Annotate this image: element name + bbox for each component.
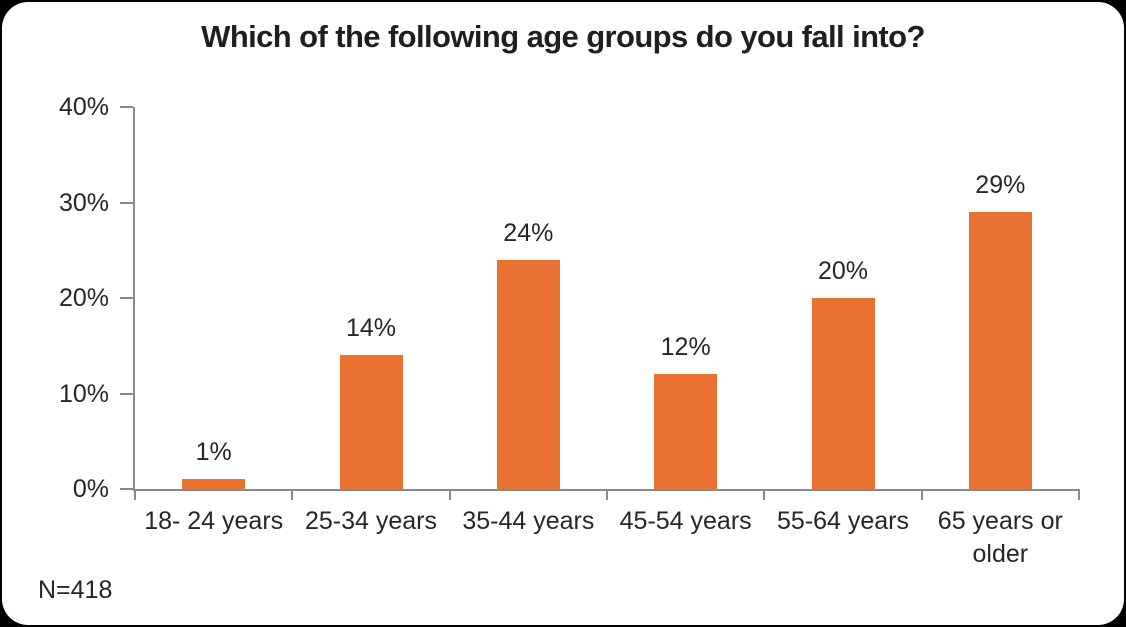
x-axis-tick xyxy=(920,489,923,500)
category-label: 35-44 years xyxy=(462,507,595,535)
y-axis-tick xyxy=(120,106,133,108)
x-axis-tick xyxy=(448,489,451,500)
x-axis-tick xyxy=(134,489,136,500)
y-axis-label: 0% xyxy=(72,475,109,503)
y-axis-tick xyxy=(120,297,133,299)
y-axis-tick xyxy=(120,392,133,395)
bar-value-label: 1% xyxy=(195,438,232,467)
category-label: 65 years or older xyxy=(937,507,1063,568)
y-axis-label: 40% xyxy=(58,93,109,121)
sample-size-note: N=418 xyxy=(38,576,113,604)
bar-value-label: 29% xyxy=(975,171,1026,200)
category-label: 18- 24 years xyxy=(144,507,284,535)
category-label: 45-54 years xyxy=(619,507,752,535)
x-axis-tick xyxy=(606,489,608,500)
x-axis-tick xyxy=(763,489,766,500)
y-axis-tick xyxy=(120,488,133,490)
y-axis-label: 10% xyxy=(58,379,109,408)
bar-5 xyxy=(811,298,875,489)
bar-value-label: 20% xyxy=(817,257,869,285)
y-axis-label: 30% xyxy=(58,188,109,217)
bar-3 xyxy=(496,259,560,489)
bar-value-label: 12% xyxy=(660,333,711,362)
y-axis-label: 20% xyxy=(58,284,109,312)
bar-value-label: 24% xyxy=(503,218,554,247)
chart-title: Which of the following age groups do you… xyxy=(201,19,925,54)
bar-4 xyxy=(654,374,718,489)
bar-value-label: 14% xyxy=(345,314,397,343)
bar-1 xyxy=(182,479,246,489)
x-axis-tick xyxy=(291,489,294,500)
bar-6 xyxy=(968,212,1032,489)
y-axis-tick xyxy=(120,201,133,204)
x-axis-tick xyxy=(1078,489,1080,500)
plot-area: 0% 10% 20% 30% 40% 1% 18- 24 years 14% 25-34 yea… xyxy=(59,95,1080,568)
category-label: 25-34 years xyxy=(304,507,438,535)
bar-2 xyxy=(339,355,403,489)
category-label: 55-64 years xyxy=(776,507,910,535)
